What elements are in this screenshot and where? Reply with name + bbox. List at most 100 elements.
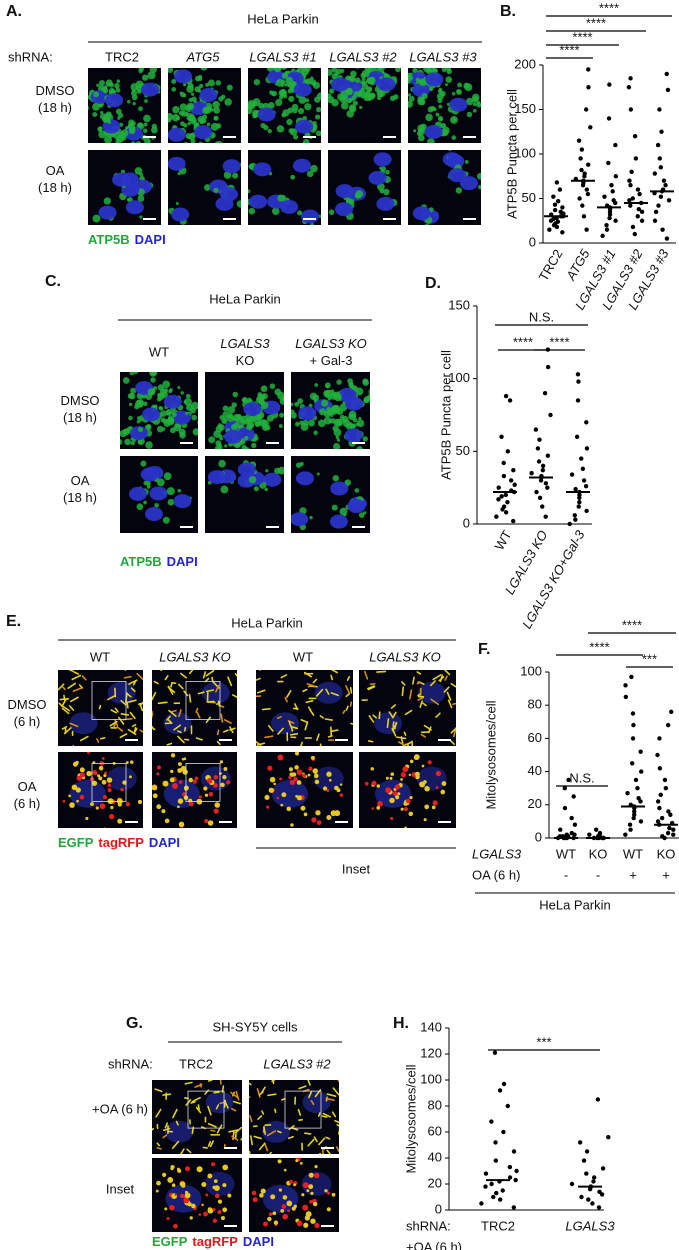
mito-signal bbox=[215, 425, 223, 433]
mito-signal bbox=[302, 138, 310, 143]
data-point bbox=[511, 518, 516, 524]
row-label: LGALS3 bbox=[472, 846, 522, 861]
significance-label: **** bbox=[589, 639, 609, 654]
lyso-signal bbox=[313, 1172, 320, 1179]
lyso-signal bbox=[227, 1193, 232, 1198]
nucleus bbox=[140, 467, 159, 482]
data-point bbox=[545, 485, 550, 490]
mito-signal bbox=[307, 1138, 315, 1147]
treatment-label: - bbox=[564, 867, 568, 882]
lyso-signal bbox=[117, 818, 123, 824]
mito-signal bbox=[336, 1123, 339, 1127]
lyso-signal bbox=[400, 807, 404, 811]
y-tick-label: 0 bbox=[435, 1201, 442, 1216]
data-point bbox=[505, 500, 510, 505]
mito-signal bbox=[231, 1135, 239, 1141]
mito-signal bbox=[159, 670, 163, 671]
mito-signal bbox=[281, 72, 289, 79]
data-point bbox=[584, 420, 589, 425]
treatment-label: - bbox=[596, 867, 600, 882]
mito-signal bbox=[291, 402, 294, 407]
data-point bbox=[569, 815, 574, 821]
y-tick-label: 100 bbox=[514, 145, 536, 160]
nucleus bbox=[171, 207, 190, 222]
panel-label: C. bbox=[45, 273, 61, 290]
mito-signal bbox=[376, 670, 387, 673]
mito-signal bbox=[224, 719, 232, 724]
lyso-signal bbox=[392, 791, 396, 795]
data-point bbox=[638, 819, 644, 824]
data-point bbox=[662, 777, 668, 783]
mito-signal bbox=[450, 728, 456, 734]
data-point bbox=[665, 722, 671, 728]
mito-signal bbox=[305, 700, 314, 704]
mito-signal bbox=[67, 682, 77, 690]
panel-label: A. bbox=[6, 3, 22, 20]
lyso-signal bbox=[107, 783, 111, 787]
lyso-signal bbox=[364, 781, 369, 786]
data-point bbox=[569, 1181, 575, 1187]
lyso-signal bbox=[389, 776, 393, 780]
mito-signal bbox=[233, 1100, 241, 1105]
mito-signal bbox=[274, 1108, 277, 1113]
mito-signal bbox=[232, 694, 237, 698]
lyso-signal bbox=[306, 1189, 310, 1193]
mito-signal bbox=[267, 724, 274, 732]
data-point bbox=[575, 398, 581, 403]
lyso-signal bbox=[198, 1213, 202, 1216]
lyso-signal bbox=[92, 770, 98, 775]
mito-signal bbox=[227, 406, 236, 414]
lyso-signal bbox=[217, 1210, 222, 1214]
mito-signal bbox=[359, 80, 364, 85]
nucleus bbox=[106, 766, 137, 791]
mito-signal bbox=[172, 1108, 178, 1119]
stain-name: DAPI bbox=[135, 232, 166, 247]
data-point bbox=[501, 1081, 507, 1087]
mito-signal bbox=[80, 87, 87, 94]
mito-signal bbox=[257, 392, 262, 397]
data-point bbox=[596, 1205, 602, 1210]
mito-signal bbox=[403, 77, 407, 81]
lyso-signal bbox=[326, 1191, 330, 1195]
mito-signal bbox=[152, 726, 156, 731]
mito-signal bbox=[418, 68, 421, 69]
mito-signal bbox=[114, 707, 119, 713]
mito-signal bbox=[129, 393, 136, 400]
y-tick-label: 150 bbox=[514, 101, 536, 116]
mito-signal bbox=[408, 74, 414, 81]
data-point bbox=[652, 171, 657, 176]
micrograph bbox=[256, 670, 353, 746]
mito-signal bbox=[248, 476, 257, 484]
micrograph bbox=[291, 456, 370, 533]
mito-signal bbox=[307, 1080, 311, 1086]
mito-signal bbox=[210, 1129, 216, 1132]
column-label: WT bbox=[293, 649, 313, 664]
mito-signal bbox=[249, 1096, 251, 1099]
mito-signal bbox=[164, 675, 169, 681]
data-point bbox=[607, 215, 612, 221]
mito-signal bbox=[175, 201, 179, 206]
mito-signal bbox=[403, 731, 407, 736]
lyso-signal bbox=[103, 773, 107, 778]
column-label: TRC2 bbox=[179, 1056, 213, 1071]
lyso-signal bbox=[103, 827, 106, 828]
lyso-signal bbox=[394, 784, 401, 790]
mito-signal bbox=[120, 699, 127, 706]
lyso-signal bbox=[207, 1173, 213, 1179]
data-point bbox=[639, 769, 644, 774]
mito-signal bbox=[147, 71, 156, 80]
mito-signal bbox=[177, 171, 181, 176]
mito-signal bbox=[201, 114, 208, 120]
mito-signal bbox=[325, 1136, 331, 1140]
y-tick-label: 0 bbox=[463, 515, 470, 530]
mito-signal bbox=[152, 710, 153, 713]
lyso-signal bbox=[137, 799, 143, 804]
lyso-signal bbox=[122, 780, 127, 785]
mito-signal bbox=[133, 372, 139, 375]
mito-signal bbox=[180, 51, 184, 55]
lyso-signal bbox=[169, 1204, 175, 1211]
lyso-signal bbox=[328, 778, 332, 782]
mito-signal bbox=[227, 676, 233, 687]
nucleus bbox=[377, 77, 396, 92]
nucleus bbox=[300, 209, 319, 224]
